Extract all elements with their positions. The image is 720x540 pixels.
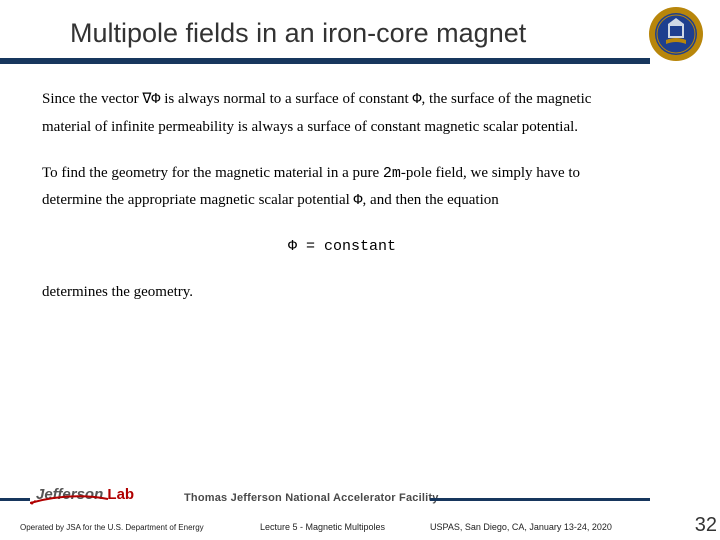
footer: Jefferson Lab Thomas Jefferson National …: [0, 478, 720, 540]
math-2m: 2m: [383, 165, 401, 182]
text: , and then the equation: [363, 192, 499, 208]
slide: Multipole fields in an iron-core magnet …: [0, 0, 720, 540]
text: To find the geometry for the magnetic ma…: [42, 165, 383, 181]
event-label: USPAS, San Diego, CA, January 13-24, 202…: [430, 522, 612, 532]
swoosh-icon: [30, 495, 110, 505]
body-content: Since the vector ∇Φ is always normal to …: [42, 86, 642, 325]
text: is always normal to a surface of constan…: [160, 91, 412, 107]
math-phi: Φ: [354, 192, 363, 209]
footer-rule-right: [430, 498, 650, 501]
institution-seal-icon: [648, 6, 704, 62]
paragraph-1: Since the vector ∇Φ is always normal to …: [42, 86, 642, 142]
page-title: Multipole fields in an iron-core magnet: [70, 18, 526, 49]
logo-text-lab: Lab: [107, 486, 134, 503]
text: Since the vector: [42, 91, 142, 107]
equation: Φ = constant: [42, 233, 642, 261]
jefferson-lab-logo: Jefferson Lab: [36, 486, 134, 504]
page-number: 32: [695, 514, 717, 537]
paragraph-3: determines the geometry.: [42, 279, 642, 307]
facility-name: Thomas Jefferson National Accelerator Fa…: [184, 492, 439, 504]
math-grad-phi: ∇Φ: [142, 91, 160, 108]
title-underline: [0, 58, 650, 64]
footer-rule-left: [0, 498, 30, 501]
paragraph-2: To find the geometry for the magnetic ma…: [42, 160, 642, 216]
operated-by-text: Operated by JSA for the U.S. Department …: [20, 523, 204, 532]
lecture-label: Lecture 5 - Magnetic Multipoles: [260, 522, 385, 532]
